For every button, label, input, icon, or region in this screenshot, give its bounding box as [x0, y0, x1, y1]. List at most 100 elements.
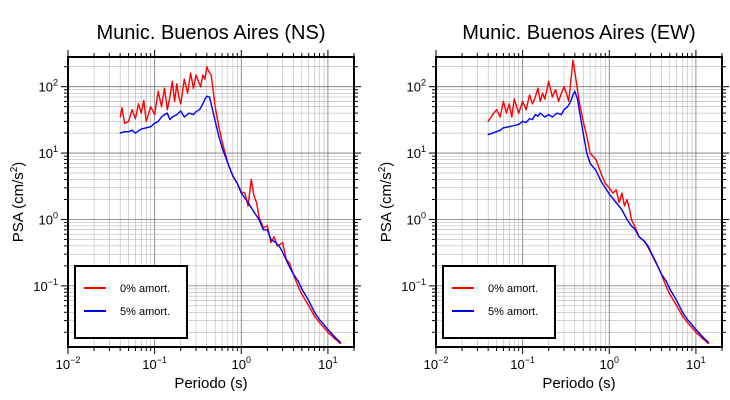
data-point-0 — [171, 80, 173, 82]
data-point-1 — [708, 342, 710, 344]
data-point-1 — [199, 109, 201, 111]
data-point-0 — [518, 112, 520, 114]
data-point-0 — [210, 74, 212, 76]
data-point-1 — [134, 132, 136, 134]
data-point-1 — [131, 129, 133, 131]
data-point-0 — [555, 89, 557, 91]
data-point-0 — [282, 241, 284, 244]
y-tick-label-base: 10 — [39, 212, 53, 227]
data-point-0 — [327, 331, 329, 333]
data-point-1 — [195, 111, 197, 113]
data-point-0 — [695, 331, 697, 333]
data-point-0 — [560, 92, 563, 94]
data-point-1 — [287, 263, 289, 266]
data-point-0 — [255, 201, 258, 204]
data-point-1 — [171, 116, 173, 118]
x-tick-label-base: 10 — [424, 357, 438, 372]
data-point-1 — [150, 126, 152, 128]
data-point-1 — [589, 162, 591, 164]
x-tick-label-base: 10 — [510, 357, 524, 372]
data-point-1 — [650, 250, 652, 252]
data-point-1 — [548, 114, 550, 116]
data-point-0 — [137, 103, 139, 105]
data-point-0 — [582, 120, 584, 122]
data-point-0 — [618, 201, 620, 204]
data-point-0 — [702, 338, 704, 340]
data-point-1 — [270, 238, 272, 241]
data-point-0 — [124, 122, 126, 124]
y-tick-label-exp: 0 — [421, 210, 426, 220]
data-point-0 — [266, 225, 268, 227]
data-point-1 — [275, 241, 277, 244]
data-point-1 — [655, 262, 658, 264]
data-point-0 — [502, 100, 504, 102]
data-point-1 — [262, 229, 264, 231]
data-point-1 — [119, 132, 121, 134]
data-point-0 — [276, 245, 278, 247]
data-point-0 — [250, 178, 252, 181]
y-axis-label-sup: 2 — [9, 166, 20, 172]
data-point-0 — [273, 236, 275, 238]
data-point-0 — [340, 343, 342, 345]
data-point-0 — [157, 90, 159, 92]
data-point-1 — [227, 162, 229, 164]
data-point-0 — [279, 243, 281, 246]
data-point-0 — [586, 135, 588, 137]
data-point-0 — [206, 66, 208, 68]
data-point-1 — [570, 100, 572, 102]
data-point-1 — [282, 251, 284, 253]
data-point-0 — [166, 109, 168, 111]
data-point-1 — [253, 211, 255, 213]
data-point-0 — [313, 315, 316, 317]
data-point-0 — [214, 106, 216, 108]
data-point-1 — [702, 336, 704, 338]
data-point-0 — [665, 285, 667, 287]
y-tick-label: 10−1 — [401, 277, 426, 294]
data-point-1 — [214, 120, 216, 122]
data-point-1 — [183, 116, 185, 118]
data-point-1 — [292, 273, 294, 275]
data-point-1 — [232, 175, 234, 177]
data-point-1 — [582, 132, 584, 134]
data-point-1 — [124, 131, 126, 133]
data-point-1 — [563, 109, 565, 111]
data-point-1 — [681, 311, 684, 313]
y-tick-label-exp: 1 — [53, 144, 58, 154]
data-point-0 — [525, 109, 527, 111]
data-point-0 — [247, 205, 249, 207]
y-axis-label-main: PSA (cm/s — [10, 172, 27, 242]
legend-box — [74, 265, 188, 339]
x-tick-label-exp: 0 — [614, 355, 619, 365]
data-point-0 — [192, 87, 194, 89]
data-point-0 — [244, 192, 246, 194]
y-axis-label: PSA (cm/s2) — [377, 162, 395, 243]
data-point-1 — [157, 120, 159, 122]
data-point-0 — [163, 87, 166, 89]
data-point-0 — [534, 96, 536, 98]
data-point-0 — [496, 109, 498, 111]
legend-box — [442, 265, 556, 339]
data-point-1 — [247, 201, 249, 204]
data-point-0 — [334, 338, 336, 340]
data-point-1 — [218, 135, 220, 137]
data-point-0 — [297, 285, 299, 287]
data-point-1 — [608, 193, 610, 195]
x-tick-label-base: 10 — [232, 357, 246, 372]
data-point-0 — [288, 262, 291, 264]
y-tick-label-exp: 2 — [53, 78, 58, 88]
data-point-1 — [544, 116, 546, 118]
data-point-1 — [128, 131, 130, 133]
data-point-0 — [492, 114, 494, 116]
y-axis-label-sup: 2 — [377, 166, 388, 172]
data-point-0 — [563, 86, 565, 88]
x-tick-label-exp: −1 — [525, 355, 535, 365]
data-point-1 — [660, 273, 663, 275]
data-point-0 — [218, 126, 220, 128]
data-point-0 — [522, 100, 524, 102]
y-tick-label: 100 — [39, 210, 58, 227]
data-point-0 — [686, 322, 689, 324]
y-tick-label-base: 10 — [407, 212, 421, 227]
data-point-1 — [202, 103, 204, 105]
data-point-1 — [513, 124, 515, 127]
